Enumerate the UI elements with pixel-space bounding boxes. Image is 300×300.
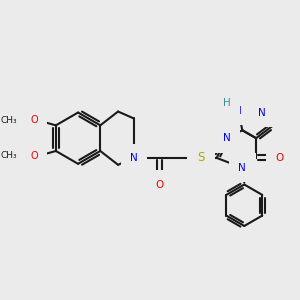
Text: N: N	[235, 106, 242, 116]
Text: O: O	[155, 179, 164, 190]
Text: N: N	[130, 153, 138, 163]
Text: S: S	[197, 152, 205, 164]
Text: CH₃: CH₃	[0, 152, 17, 160]
Text: N: N	[258, 107, 266, 118]
Text: O: O	[276, 153, 284, 163]
Text: O: O	[30, 116, 38, 125]
Text: N: N	[238, 163, 246, 173]
Text: O: O	[30, 151, 38, 161]
Text: H: H	[223, 98, 230, 108]
Text: CH₃: CH₃	[0, 116, 17, 125]
Text: N: N	[223, 133, 230, 143]
